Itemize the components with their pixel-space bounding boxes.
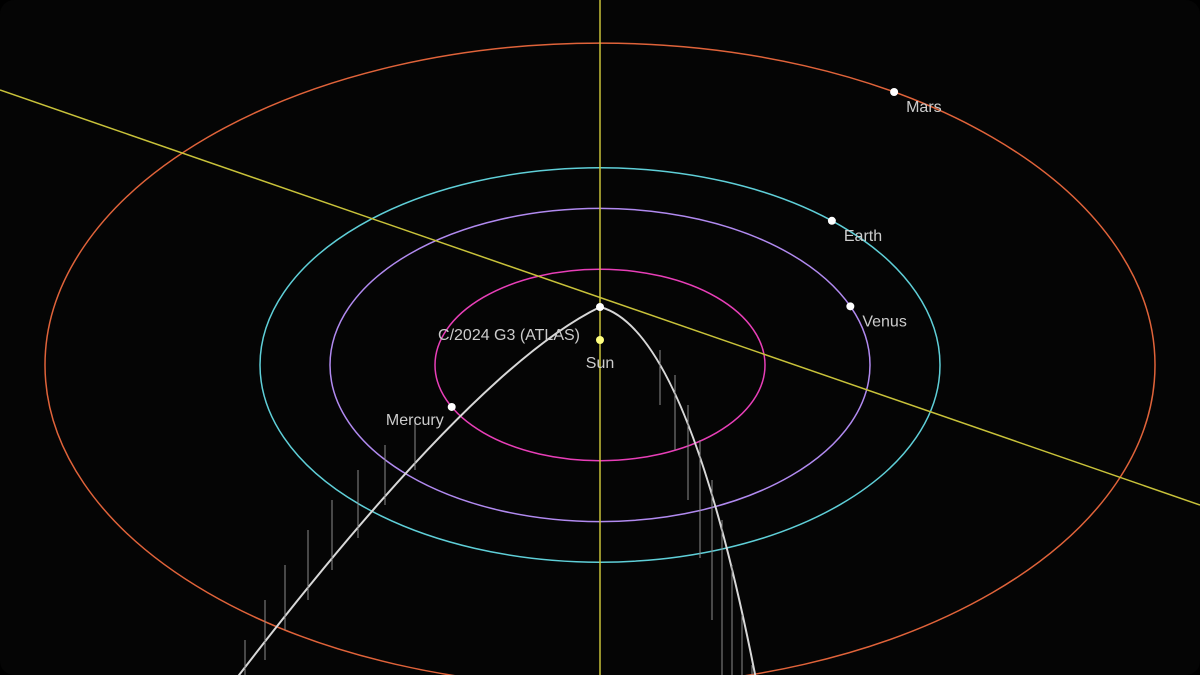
venus-label: Venus xyxy=(862,313,906,330)
comet-dot xyxy=(596,303,604,311)
earth-label: Earth xyxy=(844,228,882,245)
comet-trajectory xyxy=(220,307,760,675)
mercury-label: Mercury xyxy=(386,412,444,429)
orbital-diagram: Sun Mercury Venus Earth Mars C/2024 G3 (ATLAS… xyxy=(0,0,1200,675)
mars-dot xyxy=(890,88,898,96)
earth-dot xyxy=(828,217,836,225)
comet-label: C/2024 G3 (ATLAS) xyxy=(438,327,580,344)
mars-label: Mars xyxy=(906,99,942,116)
venus-dot xyxy=(846,302,854,310)
mercury-dot xyxy=(448,403,456,411)
sun-label: Sun xyxy=(586,355,614,372)
sun-dot xyxy=(596,336,604,344)
diagram-svg: Sun Mercury Venus Earth Mars C/2024 G3 (ATLAS… xyxy=(0,0,1200,675)
